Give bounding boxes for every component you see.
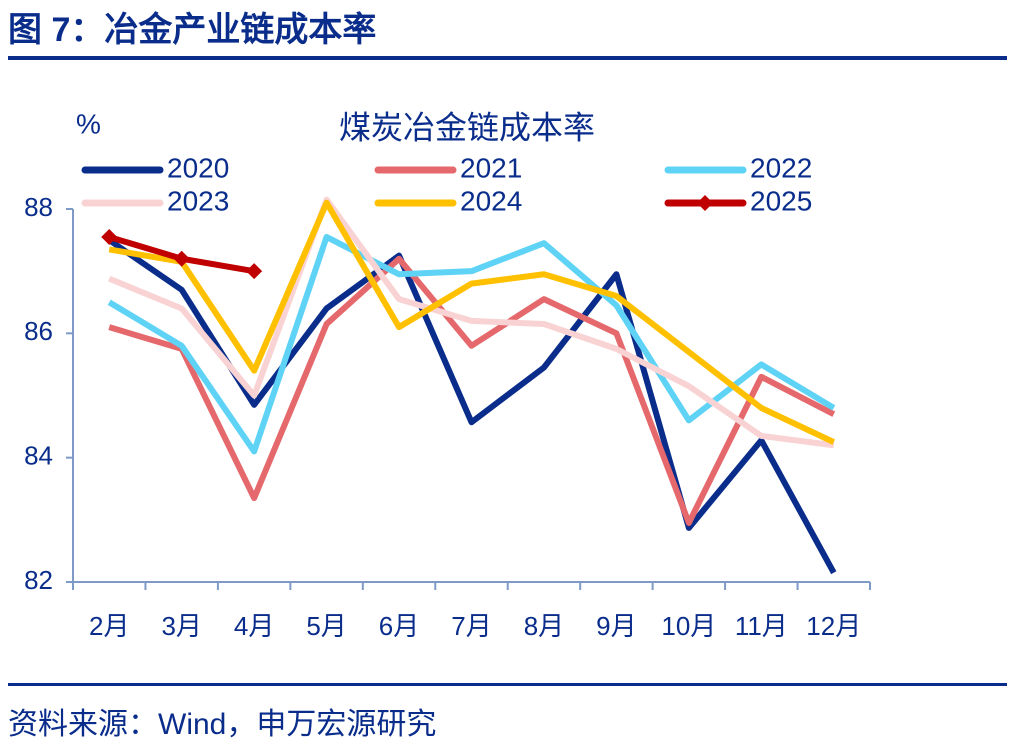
- x-tick-label: 7月: [451, 611, 491, 641]
- legend-label: 2024: [460, 185, 522, 216]
- legend-label: 2020: [167, 152, 229, 183]
- x-tick-label: 12月: [806, 611, 861, 641]
- series-line: [108, 196, 835, 449]
- legend-marker: [697, 195, 713, 211]
- series-line: [108, 199, 836, 445]
- page-title: 图 7：冶金产业链成本率: [8, 10, 376, 49]
- x-tick-label: 2月: [89, 611, 129, 641]
- y-tick-label: 86: [24, 316, 53, 346]
- x-tick-label: 4月: [234, 611, 274, 641]
- point-marker: [101, 228, 118, 245]
- x-tick-label: 11月: [735, 611, 788, 641]
- series-line: [108, 255, 836, 526]
- y-tick-label: 84: [24, 441, 53, 471]
- x-tick-label: 5月: [306, 611, 346, 641]
- x-tick-label: 9月: [596, 611, 636, 641]
- y-tick-label: 88: [24, 192, 53, 222]
- point-marker: [173, 250, 190, 267]
- legend-label: 2022: [750, 152, 812, 183]
- y-axis-label: %: [76, 108, 101, 139]
- x-tick-label: 10月: [661, 611, 716, 641]
- header-rule: [8, 56, 1007, 60]
- legend-label: 2023: [167, 185, 229, 216]
- series-line: [107, 237, 837, 575]
- x-tick-label: 3月: [161, 611, 201, 641]
- x-tick-label: 6月: [379, 611, 419, 641]
- chart-title: 煤炭冶金链成本率: [339, 109, 595, 145]
- point-marker: [246, 263, 263, 280]
- footer-rule: [8, 683, 1007, 686]
- x-tick-label: 8月: [524, 611, 564, 641]
- legend-label: 2021: [460, 152, 522, 183]
- y-tick-label: 82: [24, 565, 53, 595]
- source-note: 资料来源：Wind，申万宏源研究: [8, 708, 436, 741]
- legend-label: 2025: [750, 185, 812, 216]
